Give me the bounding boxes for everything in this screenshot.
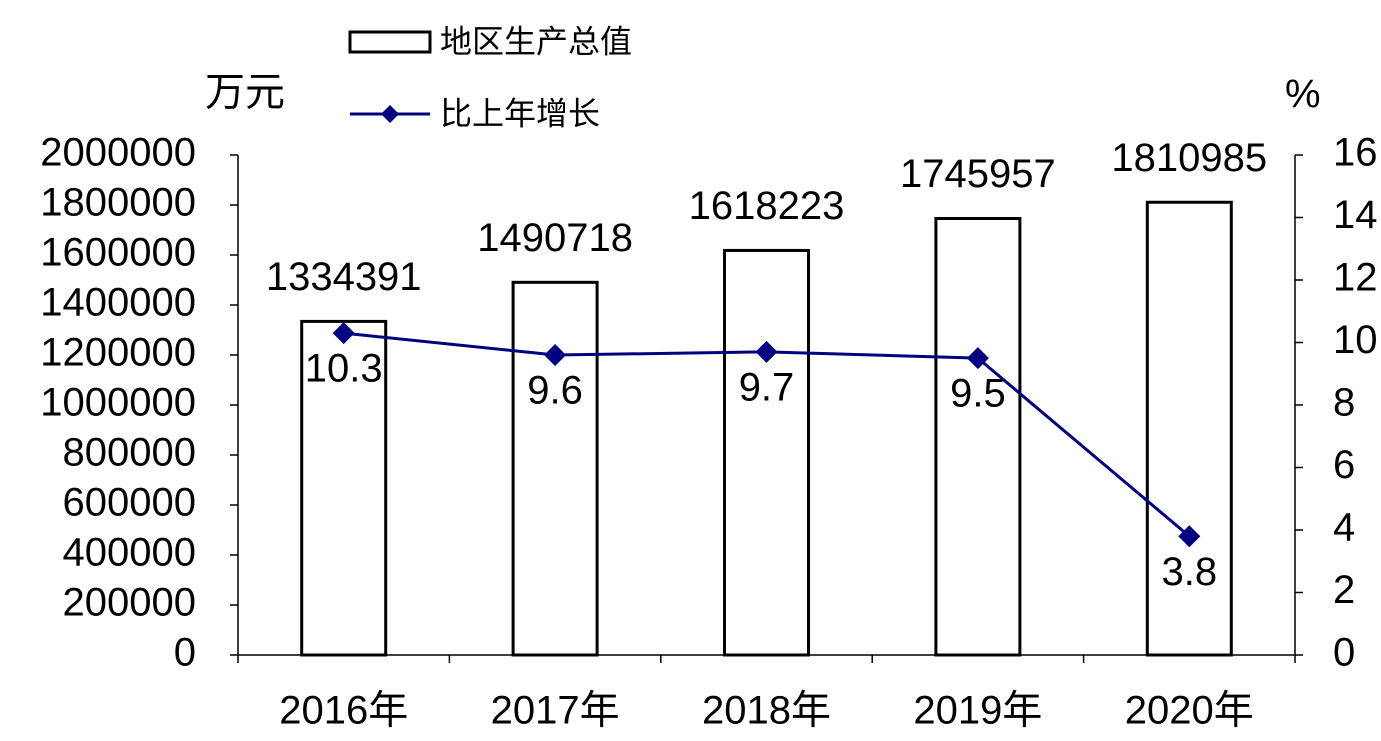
bar bbox=[300, 319, 388, 657]
y2-tick-label: 8 bbox=[1333, 381, 1355, 425]
bar bbox=[511, 280, 599, 657]
bar-value-label: 1334391 bbox=[266, 255, 422, 299]
legend-marker bbox=[381, 105, 399, 123]
legend-label: 比上年增长 bbox=[440, 95, 600, 131]
y-tick-label: 1600000 bbox=[40, 231, 196, 275]
line-value-label: 9.5 bbox=[950, 372, 1006, 416]
y2-tick-label: 4 bbox=[1333, 506, 1355, 550]
y2-tick-label: 0 bbox=[1333, 631, 1355, 675]
y-tick-label: 400000 bbox=[63, 531, 196, 575]
y-tick-label: 2000000 bbox=[40, 131, 196, 175]
line-marker bbox=[755, 340, 778, 363]
y-tick-label: 1800000 bbox=[40, 181, 196, 225]
bar bbox=[934, 217, 1022, 657]
y-axis-label: 万元 bbox=[205, 71, 285, 115]
bar-value-label: 1618223 bbox=[689, 184, 845, 228]
line-value-label: 10.3 bbox=[305, 347, 383, 391]
y-tick-label: 0 bbox=[174, 631, 196, 675]
bar bbox=[1145, 200, 1233, 657]
bar-value-label: 1810985 bbox=[1111, 136, 1267, 180]
line-value-label: 3.8 bbox=[1161, 550, 1217, 594]
y2-tick-label: 6 bbox=[1333, 443, 1355, 487]
line-marker bbox=[966, 347, 989, 370]
line-marker bbox=[1178, 525, 1201, 548]
line-marker bbox=[544, 344, 567, 366]
y-tick-label: 800000 bbox=[63, 431, 196, 475]
y2-tick-label: 12 bbox=[1333, 256, 1378, 300]
x-tick-label: 2019年 bbox=[913, 689, 1042, 733]
y-tick-label: 200000 bbox=[63, 581, 196, 625]
y2-tick-label: 16 bbox=[1333, 131, 1378, 175]
bar-value-label: 1745957 bbox=[900, 152, 1056, 196]
y2-tick-label: 2 bbox=[1333, 568, 1355, 612]
x-tick-label: 2020年 bbox=[1125, 689, 1254, 733]
line-value-label: 9.6 bbox=[527, 369, 583, 413]
y-tick-label: 1000000 bbox=[40, 381, 196, 425]
line-value-label: 9.7 bbox=[739, 365, 795, 409]
y-tick-label: 1200000 bbox=[40, 331, 196, 375]
y2-axis-label: % bbox=[1285, 73, 1321, 117]
y2-tick-label: 10 bbox=[1333, 318, 1378, 362]
legend-swatch bbox=[348, 30, 432, 54]
legend-label: 地区生产总值 bbox=[440, 23, 632, 59]
x-tick-label: 2018年 bbox=[702, 689, 831, 733]
bar bbox=[723, 248, 810, 657]
line-marker bbox=[332, 322, 355, 345]
y2-tick-label: 14 bbox=[1333, 193, 1378, 237]
y-tick-label: 1400000 bbox=[40, 281, 196, 325]
y-tick-label: 600000 bbox=[63, 481, 196, 525]
x-tick-label: 2016年 bbox=[279, 689, 408, 733]
x-tick-label: 2017年 bbox=[491, 689, 620, 733]
bar-value-label: 1490718 bbox=[477, 216, 633, 260]
